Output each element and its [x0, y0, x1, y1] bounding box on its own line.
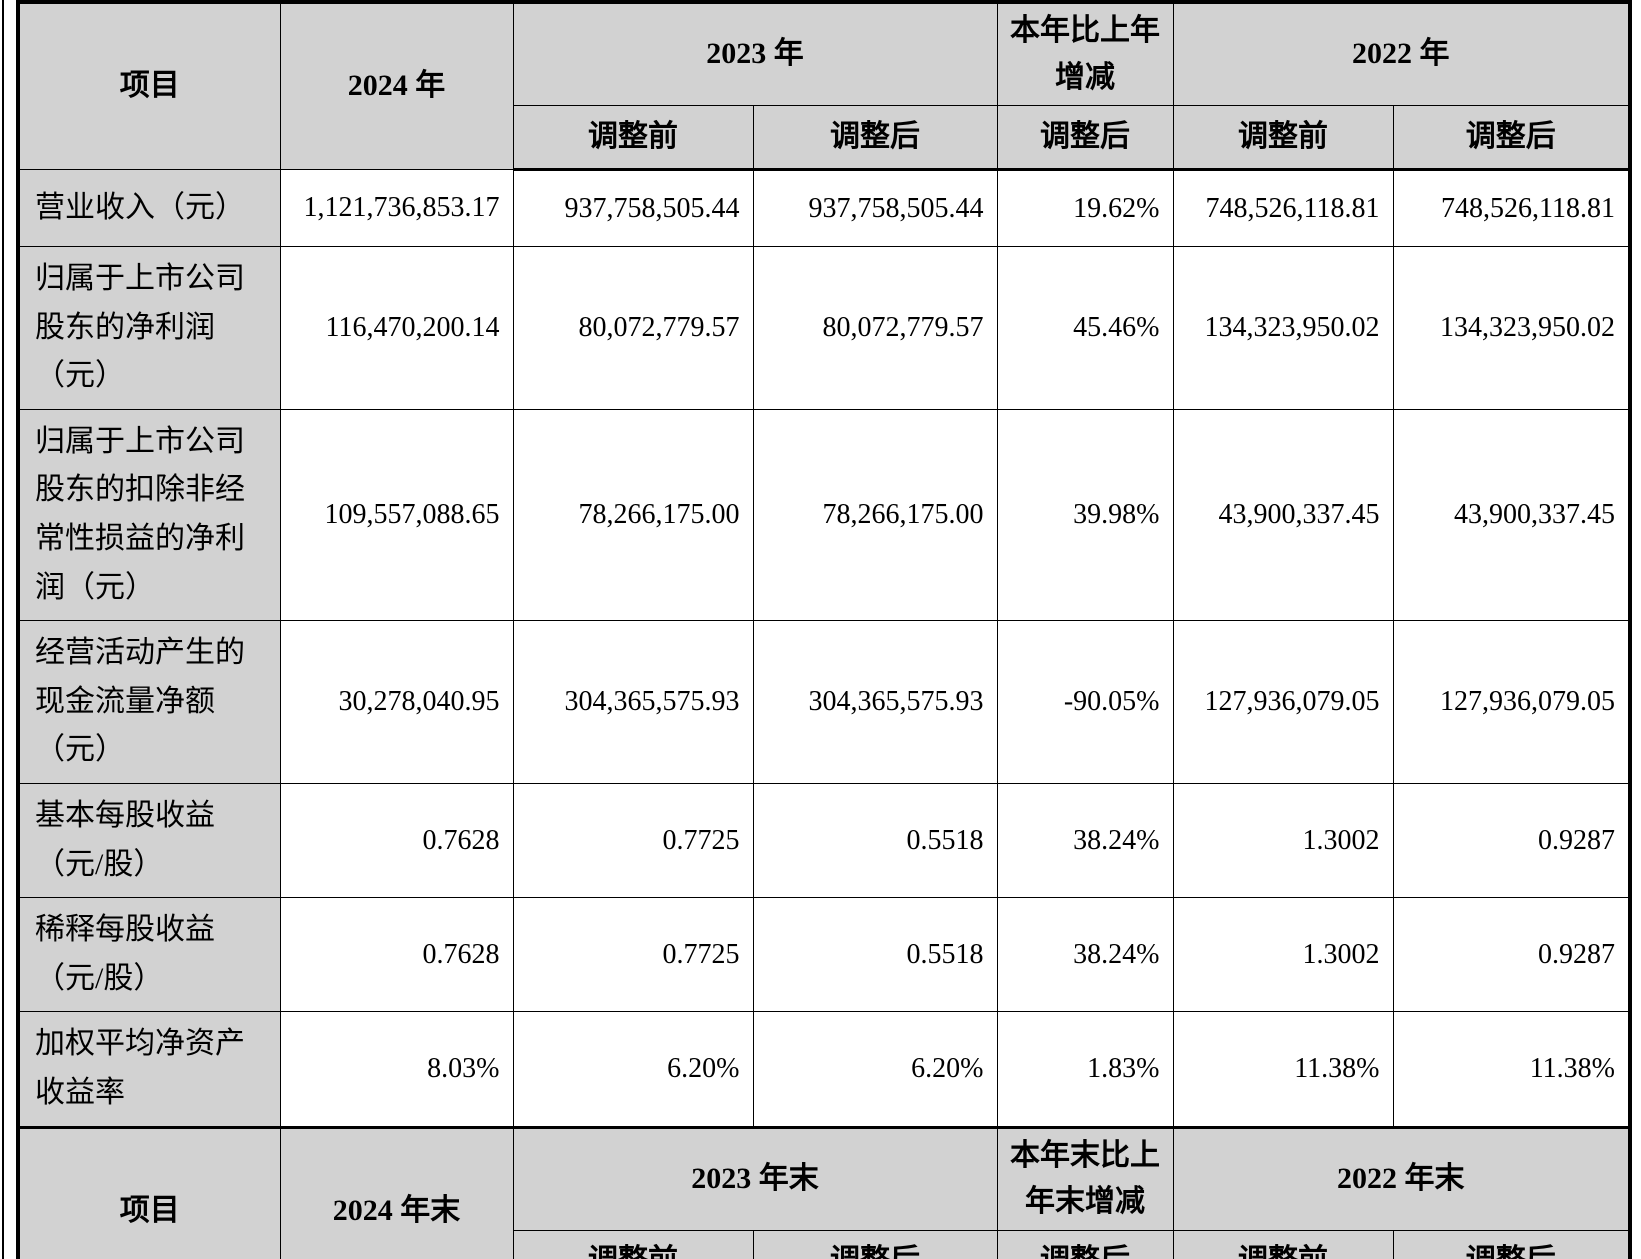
subheader-change-adj-after: 调整后 — [996, 105, 1174, 171]
value-2023-post: 0.5518 — [752, 897, 998, 1013]
row-label: 加权平均净资产收益率 — [17, 1011, 281, 1128]
row-label: 基本每股收益（元/股） — [17, 782, 281, 899]
header-year-2024: 2024 年 — [279, 1, 514, 170]
header-yearend-2023: 2023 年末 — [512, 1125, 998, 1231]
header-row-yearend: 项目 2024 年末 2023 年末 本年末比上年末增减 2022 年末 — [17, 1125, 1631, 1259]
header-item: 项目 — [17, 1125, 281, 1259]
subheader-2022-adj-before: 调整前 — [1172, 1229, 1394, 1259]
value-2023-post: 304,365,575.93 — [752, 620, 998, 784]
value-2024: 109,557,088.65 — [279, 408, 514, 622]
header-year-2022: 2022 年 — [1172, 1, 1631, 106]
table-row-deducted-net-profit: 归属于上市公司股东的扣除非经常性损益的净利润（元） 109,557,088.65… — [17, 408, 1631, 622]
subheader-2023-adj-after: 调整后 — [752, 1229, 998, 1259]
value-2022-pre: 11.38% — [1172, 1011, 1394, 1128]
header-yearend-2022: 2022 年末 — [1172, 1125, 1631, 1231]
header-row-adjust-yearend: 调整前 调整后 调整后 调整前 调整后 — [18, 1229, 1631, 1259]
value-change: 19.62% — [996, 169, 1174, 247]
row-label: 稀释每股收益（元/股） — [17, 897, 281, 1013]
value-2022-pre: 134,323,950.02 — [1172, 246, 1394, 410]
value-2023-pre: 937,758,505.44 — [512, 169, 754, 247]
subheader-2022-adj-after: 调整后 — [1392, 105, 1631, 171]
subheader-2022-adj-before: 调整前 — [1172, 105, 1394, 171]
table-row-weighted-avg-roe: 加权平均净资产收益率 8.03% 6.20% 6.20% 1.83% 11.38… — [17, 1011, 1631, 1128]
subheader-2023-adj-after: 调整后 — [752, 105, 998, 171]
header-change-yoy: 本年比上年增减 — [996, 1, 1174, 106]
value-2022-post: 0.9287 — [1392, 897, 1631, 1013]
value-2022-post: 11.38% — [1392, 1011, 1631, 1128]
table-row-operating-cash-flow: 经营活动产生的现金流量净额（元） 30,278,040.95 304,365,5… — [17, 620, 1631, 784]
value-change: 1.83% — [996, 1011, 1174, 1128]
value-2023-post: 0.5518 — [752, 782, 998, 899]
value-2022-post: 134,323,950.02 — [1392, 246, 1631, 410]
subheader-2023-adj-before: 调整前 — [512, 1229, 754, 1259]
value-2024: 30,278,040.95 — [279, 620, 514, 784]
value-change: 45.46% — [996, 246, 1174, 410]
row-label: 经营活动产生的现金流量净额（元） — [17, 620, 281, 784]
value-2022-pre: 1.3002 — [1172, 897, 1394, 1013]
value-2022-pre: 127,936,079.05 — [1172, 620, 1394, 784]
value-2023-post: 937,758,505.44 — [752, 169, 998, 247]
header-year-2023: 2023 年 — [512, 1, 998, 106]
value-2022-pre: 748,526,118.81 — [1172, 169, 1394, 247]
value-2023-pre: 0.7725 — [512, 897, 754, 1013]
header-yearend-2024: 2024 年末 — [279, 1125, 514, 1259]
table-row-basic-eps: 基本每股收益（元/股） 0.7628 0.7725 0.5518 38.24% … — [17, 782, 1631, 899]
value-2023-pre: 80,072,779.57 — [512, 246, 754, 410]
value-change: 38.24% — [996, 897, 1174, 1013]
financial-table-section-yearend: 项目 2024 年末 2023 年末 本年末比上年末增减 2022 年末 调整前… — [17, 1125, 1631, 1259]
row-label: 营业收入（元） — [17, 169, 281, 247]
value-change: -90.05% — [996, 620, 1174, 784]
subheader-change-adj-after: 调整后 — [996, 1229, 1174, 1259]
value-2024: 0.7628 — [279, 897, 514, 1013]
value-2023-post: 80,072,779.57 — [752, 246, 998, 410]
subheader-2022-adj-after: 调整后 — [1392, 1229, 1631, 1259]
value-2024: 0.7628 — [279, 782, 514, 899]
value-2022-pre: 1.3002 — [1172, 782, 1394, 899]
header-change-yearend: 本年末比上年末增减 — [996, 1125, 1174, 1231]
value-2022-post: 748,526,118.81 — [1392, 169, 1631, 247]
header-row-years: 项目 2024 年 2023 年 本年比上年增减 2022 年 — [17, 1, 1631, 170]
subheader-2023-adj-before: 调整前 — [512, 105, 754, 171]
table-row-diluted-eps: 稀释每股收益（元/股） 0.7628 0.7725 0.5518 38.24% … — [17, 897, 1631, 1013]
value-2022-post: 0.9287 — [1392, 782, 1631, 899]
row-label: 归属于上市公司股东的净利润（元） — [17, 246, 281, 410]
financial-summary-table: 项目 2024 年 2023 年 本年比上年增减 2022 年 调整前 调整后 … — [16, 0, 1632, 1259]
header-item: 项目 — [17, 1, 281, 170]
header-row-adjust: 调整前 调整后 调整后 调整前 调整后 — [18, 105, 1631, 171]
value-2023-post: 6.20% — [752, 1011, 998, 1128]
value-2023-post: 78,266,175.00 — [752, 408, 998, 622]
value-2023-pre: 78,266,175.00 — [512, 408, 754, 622]
value-2022-post: 127,936,079.05 — [1392, 620, 1631, 784]
table-row-revenue: 营业收入（元） 1,121,736,853.17 937,758,505.44 … — [17, 169, 1631, 247]
page-edge-line — [2, 0, 4, 1259]
value-2023-pre: 304,365,575.93 — [512, 620, 754, 784]
value-2024: 1,121,736,853.17 — [279, 169, 514, 247]
value-2023-pre: 6.20% — [512, 1011, 754, 1128]
row-label: 归属于上市公司股东的扣除非经常性损益的净利润（元） — [17, 408, 281, 622]
value-change: 38.24% — [996, 782, 1174, 899]
financial-table-section-annual: 项目 2024 年 2023 年 本年比上年增减 2022 年 调整前 调整后 … — [17, 1, 1631, 1128]
value-2022-pre: 43,900,337.45 — [1172, 408, 1394, 622]
value-2023-pre: 0.7725 — [512, 782, 754, 899]
table-row-net-profit: 归属于上市公司股东的净利润（元） 116,470,200.14 80,072,7… — [17, 246, 1631, 410]
value-2024: 8.03% — [279, 1011, 514, 1128]
value-2024: 116,470,200.14 — [279, 246, 514, 410]
value-change: 39.98% — [996, 408, 1174, 622]
value-2022-post: 43,900,337.45 — [1392, 408, 1631, 622]
